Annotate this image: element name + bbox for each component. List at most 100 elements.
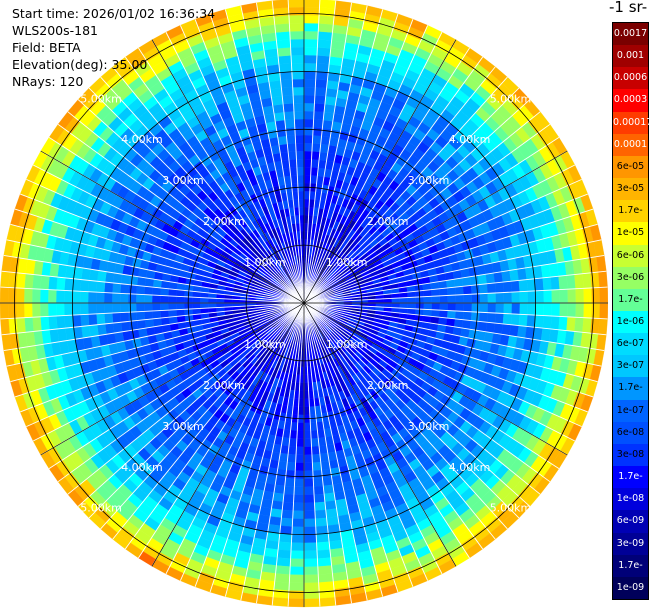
ray-separator xyxy=(124,302,305,550)
range-gate xyxy=(486,312,496,324)
range-gate xyxy=(0,271,10,288)
ray-separator xyxy=(303,302,560,469)
range-gate xyxy=(318,15,335,25)
ring-label: 5.00km xyxy=(80,92,122,105)
range-gate xyxy=(290,54,305,64)
range-gate xyxy=(323,492,336,503)
range-gate xyxy=(527,302,537,316)
ray-separator xyxy=(48,137,305,304)
range-gate xyxy=(292,78,305,88)
range-gate xyxy=(128,284,138,295)
range-gate xyxy=(0,318,10,335)
range-gate xyxy=(303,438,312,448)
range-gate xyxy=(289,30,305,40)
range-gate xyxy=(275,565,291,575)
range-gate xyxy=(447,294,457,304)
range-gate xyxy=(0,302,9,320)
range-gate xyxy=(127,302,137,313)
range-gate xyxy=(151,302,161,312)
range-gate xyxy=(16,317,26,334)
range-gate xyxy=(283,111,295,121)
range-gate xyxy=(298,198,305,208)
range-gate xyxy=(24,317,34,333)
instrument-name: WLS200s-181 xyxy=(12,23,98,38)
range-gate xyxy=(399,302,409,309)
azimuth-line xyxy=(303,39,457,304)
range-gate xyxy=(493,322,504,335)
range-gate xyxy=(486,282,496,294)
ray-separator xyxy=(303,302,582,428)
range-gate xyxy=(311,454,321,463)
range-gate xyxy=(303,582,320,592)
ray-separator xyxy=(255,2,305,304)
colorbar-cell: 3e-06 xyxy=(613,266,648,289)
range-gate xyxy=(322,119,333,130)
range-gate xyxy=(303,550,318,560)
range-gate xyxy=(463,302,473,312)
range-gate xyxy=(151,294,161,304)
range-gate xyxy=(439,287,448,297)
range-gate xyxy=(48,315,58,330)
range-gate xyxy=(469,320,480,331)
range-gate xyxy=(567,288,577,304)
range-gate xyxy=(287,143,297,152)
ray-separator xyxy=(0,286,305,304)
ray-separator xyxy=(287,0,305,304)
range-gate xyxy=(112,282,122,294)
range-gate xyxy=(120,312,130,323)
range-gate xyxy=(80,314,90,327)
range-gate xyxy=(303,566,319,576)
ray-separator xyxy=(303,302,443,575)
range-gate xyxy=(478,283,488,294)
ray-separator xyxy=(303,302,605,352)
range-gate xyxy=(276,557,291,567)
range-gate xyxy=(288,438,298,447)
ray-separator xyxy=(303,66,496,304)
range-gate xyxy=(278,533,293,543)
range-gate xyxy=(471,302,481,313)
colorbar-cell: 0.0017 xyxy=(613,23,648,46)
range-gate xyxy=(112,312,122,324)
range-gate xyxy=(292,502,305,512)
range-gate xyxy=(294,126,305,136)
ray-separator xyxy=(303,302,470,559)
range-gate xyxy=(16,272,26,289)
range-gate xyxy=(112,322,123,334)
colorbar-cell: 6e-07 xyxy=(613,333,648,356)
range-gate xyxy=(295,134,305,144)
range-gate xyxy=(287,446,297,455)
colorbar-cell: 6e-05 xyxy=(613,155,648,179)
ray-separator xyxy=(303,270,607,304)
range-gate xyxy=(119,302,129,313)
range-gate xyxy=(303,198,310,208)
range-gate xyxy=(39,289,49,304)
ring-label: 3.00km xyxy=(162,420,204,433)
range-gate xyxy=(399,297,409,304)
scan-info: Start time: 2026/01/02 16:36:34 WLS200s-… xyxy=(12,5,215,90)
range-gate xyxy=(104,322,115,335)
range-gate xyxy=(48,276,58,291)
ray-separator xyxy=(179,302,305,581)
range-gate xyxy=(407,302,417,310)
ray-separator xyxy=(303,137,560,304)
range-gate xyxy=(519,291,529,304)
range-gate xyxy=(303,14,320,24)
ring-label: 4.00km xyxy=(121,133,163,146)
range-gate xyxy=(316,549,331,559)
range-gate xyxy=(303,166,312,176)
range-gate xyxy=(313,119,324,129)
range-gate xyxy=(294,118,305,128)
range-gate xyxy=(96,281,106,293)
ray-separator xyxy=(303,99,531,304)
range-gate xyxy=(293,102,305,112)
range-gate xyxy=(199,302,209,309)
range-gate xyxy=(31,288,41,304)
range-gate xyxy=(160,309,169,319)
range-gate xyxy=(271,500,284,511)
ray-separator xyxy=(3,254,305,304)
range-gate xyxy=(281,509,294,519)
range-gate xyxy=(15,287,25,304)
range-gate xyxy=(290,558,305,568)
ray-separator xyxy=(224,9,305,304)
range-gate xyxy=(313,103,326,113)
